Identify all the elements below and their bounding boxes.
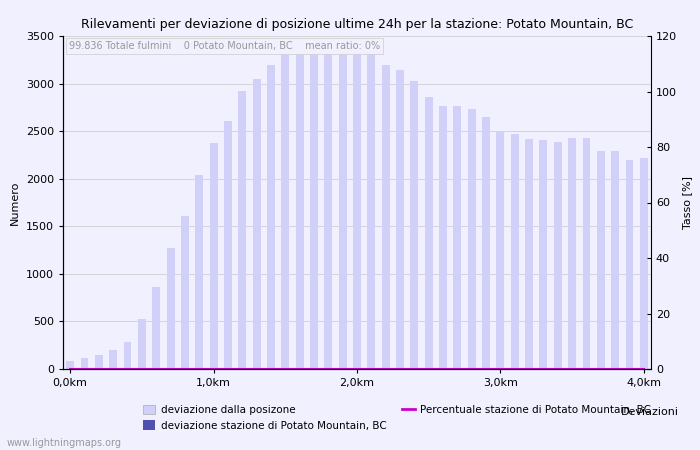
Text: 99.836 Totale fulmini    0 Potato Mountain, BC    mean ratio: 0%: 99.836 Totale fulmini 0 Potato Mountain,… xyxy=(69,41,380,51)
Bar xyxy=(511,134,519,369)
Bar xyxy=(496,131,505,369)
Bar xyxy=(209,143,218,369)
Text: Deviazioni: Deviazioni xyxy=(621,407,679,417)
Bar xyxy=(339,38,346,369)
Bar xyxy=(224,121,232,369)
Bar xyxy=(138,319,146,369)
Bar xyxy=(640,158,648,369)
Bar xyxy=(525,139,533,369)
Bar xyxy=(153,287,160,369)
Legend: deviazione dalla posizone, deviazione stazione di Potato Mountain, BC, Percentua: deviazione dalla posizone, deviazione st… xyxy=(139,401,655,435)
Bar xyxy=(611,151,619,369)
Bar xyxy=(295,53,304,369)
Bar xyxy=(324,45,332,369)
Y-axis label: Tasso [%]: Tasso [%] xyxy=(682,176,692,229)
Bar xyxy=(482,117,490,369)
Bar xyxy=(468,109,476,369)
Bar xyxy=(396,70,404,369)
Bar xyxy=(626,160,634,369)
Bar xyxy=(568,138,576,369)
Bar xyxy=(80,358,88,369)
Bar xyxy=(109,350,117,369)
Bar xyxy=(195,175,203,369)
Bar xyxy=(425,97,433,369)
Bar xyxy=(454,106,461,369)
Bar xyxy=(181,216,189,369)
Bar xyxy=(238,91,246,369)
Text: www.lightningmaps.org: www.lightningmaps.org xyxy=(7,438,122,448)
Bar xyxy=(410,81,419,369)
Bar xyxy=(281,54,289,369)
Y-axis label: Numero: Numero xyxy=(10,180,20,225)
Bar xyxy=(540,140,547,369)
Bar xyxy=(597,151,605,369)
Bar xyxy=(167,248,174,369)
Bar xyxy=(368,53,375,369)
Bar xyxy=(353,38,361,369)
Bar xyxy=(253,79,260,369)
Bar xyxy=(310,50,318,369)
Bar xyxy=(124,342,132,369)
Title: Rilevamenti per deviazione di posizione ultime 24h per la stazione: Potato Mount: Rilevamenti per deviazione di posizione … xyxy=(81,18,633,31)
Bar xyxy=(439,106,447,369)
Bar xyxy=(554,142,561,369)
Bar xyxy=(267,64,275,369)
Bar xyxy=(66,361,74,369)
Bar xyxy=(382,64,390,369)
Bar xyxy=(582,138,590,369)
Bar xyxy=(95,355,103,369)
